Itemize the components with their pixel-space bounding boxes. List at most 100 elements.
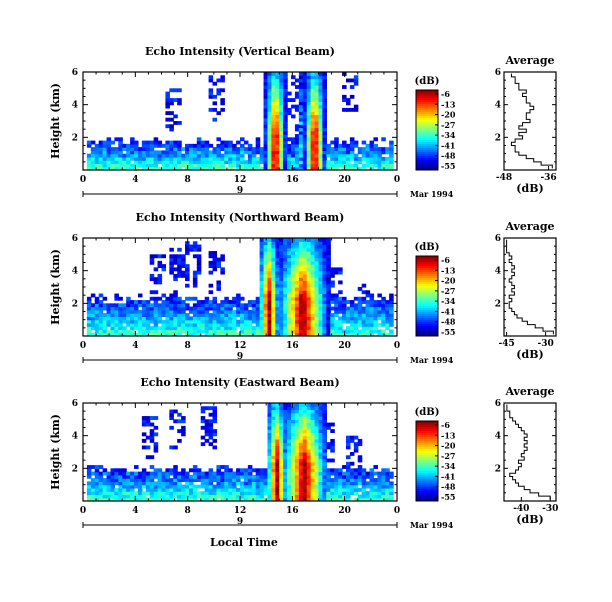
x-tick-label: 12 bbox=[234, 175, 247, 185]
colorbar-tick: -13 bbox=[441, 99, 456, 109]
colorbar-tick: -48 bbox=[441, 151, 456, 161]
x-tick-label: 20 bbox=[338, 175, 351, 185]
colorbar-tick: -41 bbox=[441, 471, 455, 481]
colorbar-tick: -48 bbox=[441, 317, 456, 327]
x-tick-label: 4 bbox=[132, 175, 138, 185]
average-x-tick: -30 bbox=[537, 339, 553, 349]
colorbar bbox=[415, 89, 439, 171]
heatmap-cells bbox=[86, 238, 394, 336]
average-xlabel: (dB) bbox=[516, 182, 543, 195]
day-label: 9 bbox=[237, 186, 243, 196]
heatmap-cells bbox=[86, 403, 394, 501]
colorbar-tick: -34 bbox=[441, 296, 456, 306]
colorbar-tick: -27 bbox=[441, 120, 455, 130]
average-title: Average bbox=[504, 54, 554, 67]
average-y-tick: 6 bbox=[495, 68, 501, 78]
heatmap-cells bbox=[86, 72, 394, 170]
average-y-tick: 4 bbox=[495, 432, 501, 442]
average-y-tick: 4 bbox=[495, 267, 501, 277]
average-xlabel: (dB) bbox=[516, 348, 543, 361]
date-label: Mar 1994 bbox=[410, 355, 454, 365]
colorbar-tick: -27 bbox=[441, 451, 455, 461]
y-tick-label: 4 bbox=[72, 101, 78, 111]
average-y-tick: 2 bbox=[495, 464, 501, 474]
x-tick-label: 8 bbox=[185, 341, 191, 351]
average-y-tick: 2 bbox=[495, 299, 501, 309]
average-y-tick: 2 bbox=[495, 133, 501, 143]
y-axis-label: Height (km) bbox=[49, 83, 62, 159]
x-tick-label: 0 bbox=[394, 341, 400, 351]
y-tick-label: 4 bbox=[72, 432, 78, 442]
colorbar bbox=[415, 420, 439, 502]
y-tick-label: 2 bbox=[72, 299, 78, 309]
x-tick-label: 12 bbox=[234, 341, 247, 351]
colorbar-tick: -48 bbox=[441, 482, 456, 492]
y-tick-label: 4 bbox=[72, 267, 78, 277]
x-tick-label: 0 bbox=[80, 506, 86, 516]
y-tick-label: 6 bbox=[72, 68, 78, 78]
x-tick-label: 0 bbox=[80, 341, 86, 351]
x-tick-label: 4 bbox=[132, 506, 138, 516]
colorbar-tick: -27 bbox=[441, 286, 455, 296]
average-x-tick: -45 bbox=[498, 339, 514, 349]
day-label: 9 bbox=[237, 352, 243, 362]
x-tick-label: 16 bbox=[286, 341, 299, 351]
x-tick-label: 12 bbox=[234, 506, 247, 516]
average-frame bbox=[503, 237, 557, 337]
average-y-tick: 6 bbox=[495, 234, 501, 244]
colorbar-tick: -20 bbox=[441, 276, 456, 286]
x-tick-label: 8 bbox=[185, 506, 191, 516]
x-tick-label: 0 bbox=[80, 175, 86, 185]
average-title: Average bbox=[504, 220, 554, 233]
x-tick-label: 0 bbox=[394, 506, 400, 516]
average-x-tick: -40 bbox=[513, 504, 529, 514]
average-title: Average bbox=[504, 385, 554, 398]
x-tick-label: 20 bbox=[338, 506, 351, 516]
y-axis-label: Height (km) bbox=[49, 414, 62, 490]
colorbar-tick: -41 bbox=[441, 140, 455, 150]
colorbar-tick: -55 bbox=[441, 161, 455, 171]
xlabel-text: Local Time bbox=[210, 536, 278, 549]
x-tick-label: 8 bbox=[185, 175, 191, 185]
average-xlabel: (dB) bbox=[516, 513, 543, 526]
y-tick-label: 6 bbox=[72, 399, 78, 409]
date-label: Mar 1994 bbox=[410, 189, 454, 199]
colorbar-tick: -13 bbox=[441, 265, 456, 275]
colorbar-tick: -55 bbox=[441, 327, 455, 337]
colorbar-tick: -41 bbox=[441, 306, 455, 316]
average-profile-line bbox=[506, 239, 554, 335]
colorbar-tick: -34 bbox=[441, 130, 456, 140]
panel-0: Echo Intensity (Vertical Beam) 0 4 8 12 16 20 0… bbox=[49, 45, 557, 199]
average-y-tick: 6 bbox=[495, 399, 501, 409]
panel-2: Echo Intensity (Eastward Beam) 0 4 8 12 16 20 0… bbox=[49, 376, 558, 530]
colorbar-label: (dB) bbox=[415, 407, 440, 418]
colorbar-tick: -13 bbox=[441, 430, 456, 440]
panel-title: Echo Intensity (Eastward Beam) bbox=[140, 376, 339, 389]
panel-title: Echo Intensity (Vertical Beam) bbox=[145, 45, 335, 58]
colorbar bbox=[415, 255, 439, 337]
colorbar-tick: -20 bbox=[441, 110, 456, 120]
average-profile-line bbox=[506, 404, 551, 500]
y-tick-label: 2 bbox=[72, 464, 78, 474]
panel-1: Echo Intensity (Northward Beam)0 4 8 12 16 20… bbox=[49, 211, 557, 365]
average-x-tick: -30 bbox=[542, 504, 558, 514]
colorbar-tick: -6 bbox=[441, 89, 450, 99]
average-x-tick: -36 bbox=[540, 173, 556, 183]
colorbar-label: (dB) bbox=[415, 76, 440, 87]
x-tick-label: 4 bbox=[132, 341, 138, 351]
date-label: Mar 1994 bbox=[410, 520, 454, 530]
x-tick-label: 16 bbox=[286, 175, 299, 185]
x-tick-label: 20 bbox=[338, 341, 351, 351]
average-y-tick: 4 bbox=[495, 101, 501, 111]
colorbar-tick: -20 bbox=[441, 441, 456, 451]
average-profile-line bbox=[510, 73, 553, 169]
colorbar-label: (dB) bbox=[415, 242, 440, 253]
average-x-tick: -48 bbox=[496, 173, 512, 183]
colorbar-tick: -34 bbox=[441, 461, 456, 471]
day-label: 9 bbox=[237, 517, 243, 527]
colorbar-tick: -55 bbox=[441, 492, 455, 502]
y-tick-label: 2 bbox=[72, 133, 78, 143]
x-tick-label: 0 bbox=[394, 175, 400, 185]
